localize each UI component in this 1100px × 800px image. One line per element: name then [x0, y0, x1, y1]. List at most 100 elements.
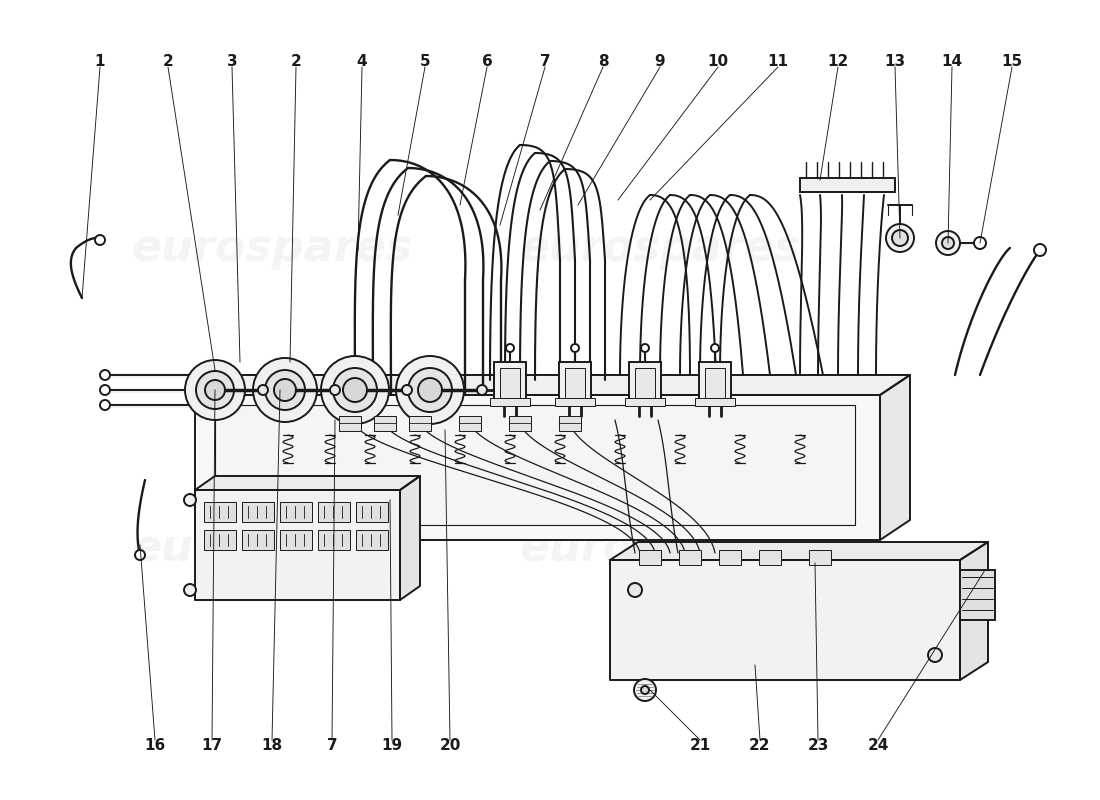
Circle shape: [634, 679, 656, 701]
Circle shape: [974, 237, 986, 249]
Circle shape: [185, 360, 245, 420]
Bar: [318, 502, 350, 522]
Text: 21: 21: [690, 738, 711, 753]
Circle shape: [396, 356, 464, 424]
Circle shape: [641, 686, 649, 694]
Bar: [459, 416, 481, 431]
Circle shape: [258, 385, 268, 395]
Polygon shape: [880, 375, 910, 540]
Circle shape: [333, 368, 377, 412]
Text: 6: 6: [482, 54, 493, 70]
Circle shape: [100, 370, 110, 380]
Circle shape: [100, 400, 110, 410]
Circle shape: [477, 385, 487, 395]
Text: 2: 2: [163, 54, 174, 70]
Circle shape: [402, 385, 412, 395]
Bar: [494, 362, 526, 404]
Bar: [356, 502, 388, 522]
Polygon shape: [195, 375, 910, 395]
Bar: [356, 530, 388, 550]
Text: 4: 4: [356, 54, 367, 70]
Bar: [339, 416, 361, 431]
Text: 18: 18: [262, 738, 283, 753]
Circle shape: [253, 358, 317, 422]
Circle shape: [205, 380, 225, 400]
Bar: [705, 368, 725, 398]
Bar: [565, 368, 585, 398]
Text: 1: 1: [95, 54, 106, 70]
Text: 13: 13: [884, 54, 905, 70]
Text: 16: 16: [144, 738, 166, 753]
Circle shape: [506, 344, 514, 352]
Text: 11: 11: [768, 54, 789, 70]
Bar: [635, 368, 654, 398]
Circle shape: [184, 494, 196, 506]
Bar: [719, 550, 741, 565]
Polygon shape: [610, 542, 988, 560]
Bar: [960, 570, 996, 620]
Bar: [559, 362, 591, 404]
Polygon shape: [195, 395, 880, 540]
Polygon shape: [195, 490, 400, 600]
Circle shape: [892, 230, 907, 246]
Text: 5: 5: [420, 54, 430, 70]
Text: 7: 7: [540, 54, 550, 70]
Text: 9: 9: [654, 54, 666, 70]
Bar: [679, 550, 701, 565]
Bar: [214, 405, 855, 525]
Bar: [698, 362, 732, 404]
Bar: [808, 550, 830, 565]
Bar: [242, 530, 274, 550]
Polygon shape: [400, 476, 420, 600]
Bar: [500, 368, 520, 398]
Bar: [318, 530, 350, 550]
Circle shape: [95, 235, 104, 245]
Bar: [204, 530, 236, 550]
Polygon shape: [960, 542, 988, 680]
Text: 23: 23: [807, 738, 828, 753]
Bar: [556, 398, 595, 406]
Circle shape: [418, 378, 442, 402]
Circle shape: [408, 368, 452, 412]
Bar: [800, 178, 895, 192]
Circle shape: [321, 356, 389, 424]
Circle shape: [196, 371, 234, 409]
Bar: [639, 550, 661, 565]
Text: 2: 2: [290, 54, 301, 70]
Text: 14: 14: [942, 54, 962, 70]
Circle shape: [936, 231, 960, 255]
Circle shape: [928, 648, 942, 662]
Text: 22: 22: [749, 738, 771, 753]
Text: eurospares: eurospares: [519, 226, 801, 270]
Text: 12: 12: [827, 54, 848, 70]
Circle shape: [571, 344, 579, 352]
Circle shape: [711, 344, 719, 352]
Text: 8: 8: [597, 54, 608, 70]
Text: 20: 20: [439, 738, 461, 753]
Polygon shape: [195, 476, 420, 490]
Text: 24: 24: [867, 738, 889, 753]
Circle shape: [100, 385, 110, 395]
Circle shape: [265, 370, 305, 410]
Polygon shape: [610, 560, 960, 680]
Text: 7: 7: [327, 738, 338, 753]
Bar: [204, 502, 236, 522]
Circle shape: [330, 385, 340, 395]
Bar: [409, 416, 431, 431]
Bar: [242, 502, 274, 522]
Text: 17: 17: [201, 738, 222, 753]
Bar: [280, 502, 312, 522]
Circle shape: [1034, 244, 1046, 256]
Bar: [490, 398, 530, 406]
Text: 3: 3: [227, 54, 238, 70]
Circle shape: [135, 550, 145, 560]
Bar: [695, 398, 735, 406]
Bar: [374, 416, 396, 431]
Circle shape: [343, 378, 367, 402]
Bar: [759, 550, 781, 565]
Circle shape: [886, 224, 914, 252]
Text: 19: 19: [382, 738, 403, 753]
Circle shape: [942, 237, 954, 249]
Bar: [280, 530, 312, 550]
Text: 15: 15: [1001, 54, 1023, 70]
